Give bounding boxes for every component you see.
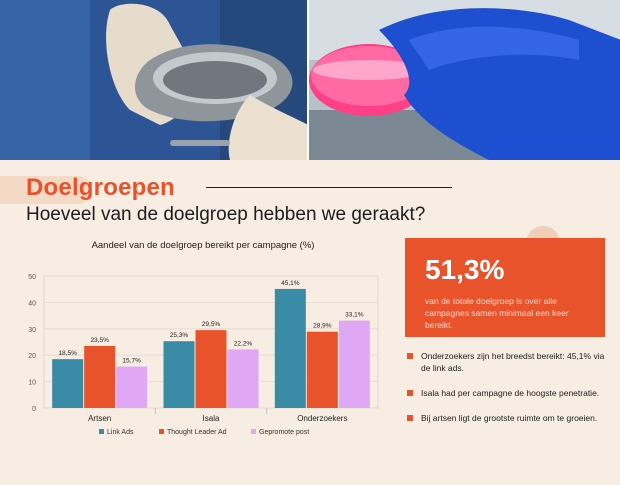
y-tick-label: 40 [28, 300, 36, 307]
bar [227, 349, 259, 408]
highlight-stat-box: 51,3% van de totale doelgroep is over al… [405, 238, 605, 337]
data-label: 22,2% [234, 340, 253, 347]
data-label: 28,9% [313, 323, 332, 330]
surgical-bowl-illustration [0, 0, 308, 160]
header-photos [0, 0, 620, 160]
x-tick-label: Onderzoekers [297, 414, 347, 423]
legend-swatch [99, 429, 104, 434]
page-subtitle: Hoeveel van de doelgroep hebben we geraa… [26, 204, 426, 225]
bar [306, 331, 338, 408]
y-tick-label: 30 [28, 327, 36, 334]
data-label: 29,5% [202, 321, 221, 328]
title-divider [206, 187, 452, 188]
legend-label: Gepromote post [259, 429, 309, 436]
x-tick-label: Isala [203, 414, 220, 423]
bar [116, 366, 148, 408]
photo-petri-dish [309, 0, 620, 160]
insight-text: Onderzoekers zijn het breedst bereikt: 4… [421, 351, 605, 373]
highlight-value: 51,3% [425, 254, 505, 285]
legend-swatch [159, 429, 164, 434]
y-tick-label: 0 [32, 406, 36, 413]
insight-item: Isala had per campagne de hoogste penetr… [405, 387, 610, 399]
bar [195, 330, 227, 408]
chart-title: Aandeel van de doelgroep bereikt per cam… [91, 240, 315, 251]
page-title: Doelgroepen [26, 174, 175, 201]
data-label: 33,1% [345, 312, 364, 319]
bullet-square-icon [407, 415, 413, 421]
photo-surgical-bowl [0, 0, 308, 160]
y-tick-label: 20 [28, 353, 36, 360]
data-label: 15,7% [122, 358, 141, 365]
legend-label: Link Ads [107, 429, 134, 436]
bullet-square-icon [407, 353, 413, 359]
photo-divider [307, 0, 310, 160]
bar [163, 341, 195, 408]
insight-list: Onderzoekers zijn het breedst bereikt: 4… [405, 350, 610, 437]
bar-chart: Aandeel van de doelgroep bereikt per cam… [8, 240, 398, 450]
petri-dish-illustration [309, 0, 620, 160]
chart-canvas: 0 10 20 30 40 50 Artsen Isala Onderzoekers 18,5% 2… [28, 274, 379, 436]
bar [274, 288, 306, 408]
insight-text: Bij artsen ligt de grootste ruimte om te… [421, 413, 598, 423]
bar [84, 345, 116, 408]
data-label: 45,1% [281, 280, 300, 287]
bullet-square-icon [407, 390, 413, 396]
y-tick-label: 50 [28, 274, 36, 281]
highlight-description: van de totale doelgroep is over alle cam… [425, 296, 569, 330]
data-label: 18,5% [58, 350, 77, 357]
legend-swatch [251, 429, 256, 434]
y-tick-label: 10 [28, 380, 36, 387]
bar [52, 359, 84, 408]
data-label: 25,3% [170, 332, 189, 339]
bar [338, 320, 370, 408]
insight-item: Bij artsen ligt de grootste ruimte om te… [405, 412, 610, 424]
data-label: 23,5% [90, 337, 109, 344]
x-tick-label: Artsen [88, 414, 111, 423]
legend-label: Thought Leader Ad [167, 429, 227, 436]
insight-item: Onderzoekers zijn het breedst bereikt: 4… [405, 350, 610, 374]
insight-text: Isala had per campagne de hoogste penetr… [421, 388, 600, 398]
title-accent-shape [0, 176, 92, 204]
